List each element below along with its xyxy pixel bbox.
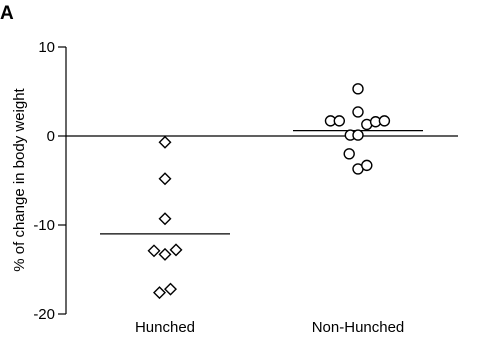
mean-lines [100,130,423,235]
data-point-diamond [147,244,161,258]
y-axis-tick-labels: 10 0 -10 -20 [33,39,55,323]
data-point-circle [378,115,391,127]
y-tick-label: -10 [33,217,55,234]
data-point-circle [352,106,364,118]
y-axis-ticks [58,46,66,315]
data-point-diamond [158,247,172,261]
data-point-diamond [169,243,183,257]
y-axis-label: % of change in body weight [11,87,28,271]
y-tick-label: 10 [38,39,55,56]
category-label: Non-Hunched [312,319,405,336]
data-point-diamond [158,172,172,186]
data-point-diamond [158,135,172,149]
category-label: Hunched [135,319,195,336]
data-point-diamond [153,286,166,300]
data-point-circle [343,148,355,160]
data-point-circle [352,129,364,141]
data-point-diamond [164,282,177,296]
y-tick-label: 0 [47,128,55,145]
data-point-diamond [158,212,172,226]
category-labels: Hunched Non-Hunched [135,319,404,336]
panel-label: A [0,3,14,24]
data-point-circle [352,83,364,95]
y-tick-label: -20 [33,306,55,323]
data-point-circle [333,115,345,127]
data-point-circle [361,159,373,172]
data-points [147,83,391,300]
